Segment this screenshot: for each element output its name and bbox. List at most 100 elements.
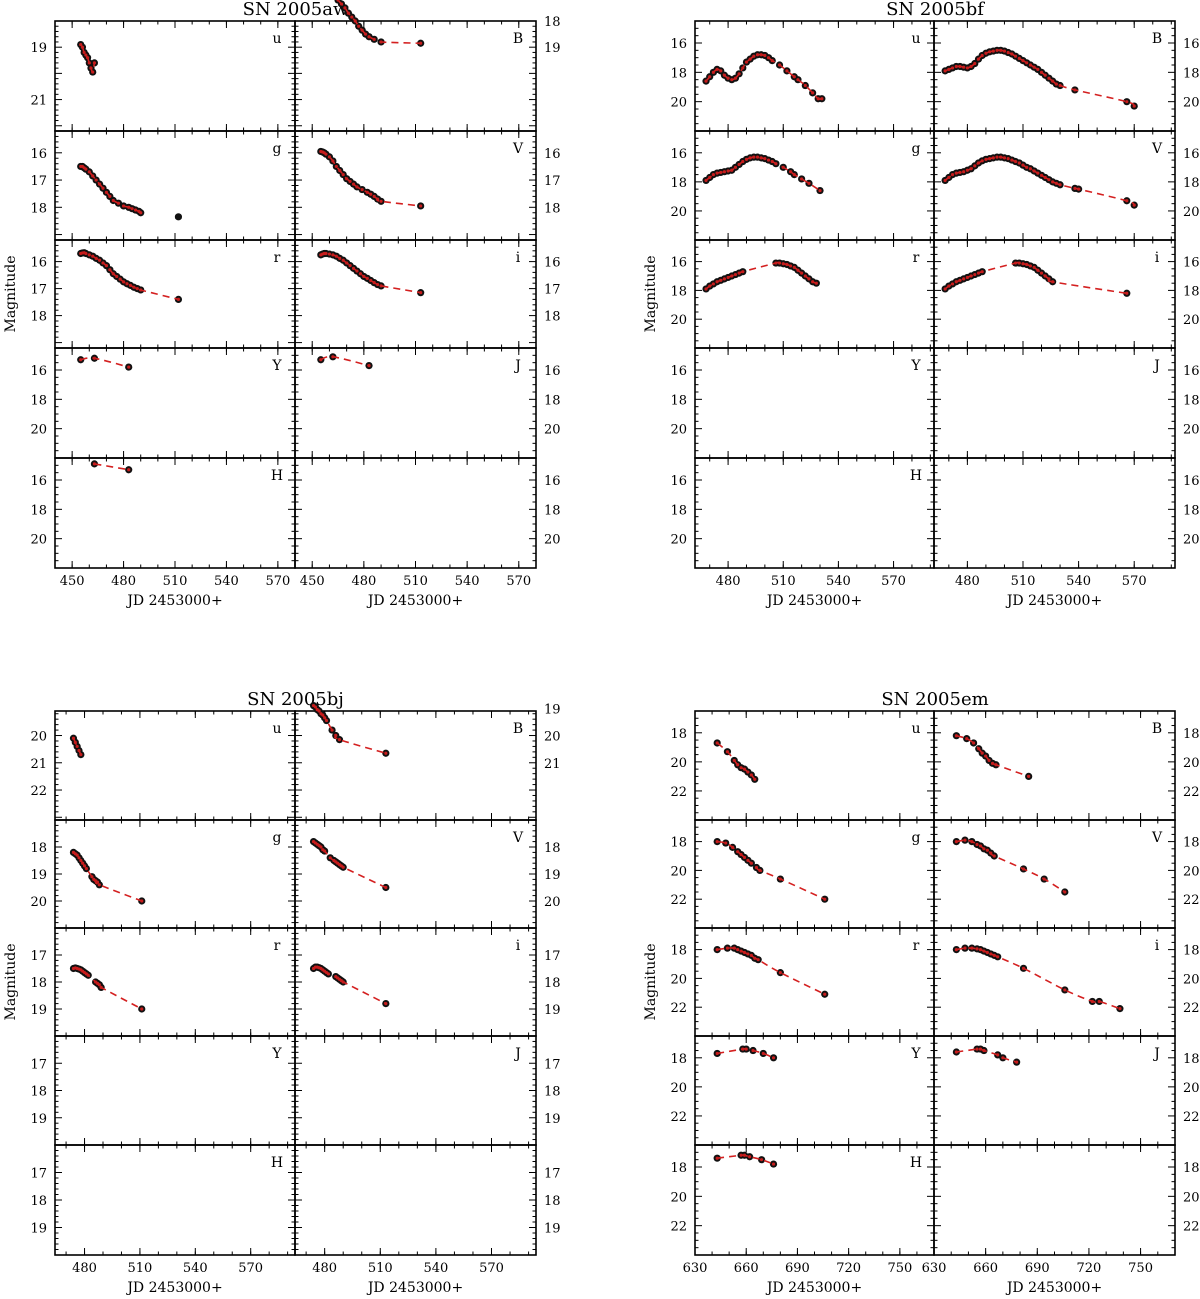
- band-label: B: [1152, 31, 1162, 47]
- fit-point-marker: [1032, 265, 1036, 269]
- fit-point-marker: [796, 78, 800, 82]
- y-axis-label: Magnitude: [643, 943, 659, 1020]
- fit-point-marker: [133, 208, 138, 212]
- x-tick-label: 660: [973, 1261, 998, 1276]
- panel-frame: [694, 1144, 935, 1256]
- fit-point-marker: [725, 946, 730, 950]
- data-point: [174, 213, 183, 221]
- fit-point-marker: [730, 845, 735, 849]
- fit-point-marker: [744, 60, 749, 64]
- y-tick-label-left: 21: [30, 94, 47, 109]
- y-tick-label-left: 18: [30, 976, 47, 991]
- sn-panel-block: SN 2005bj Magnitude u 20 21 22 B 19 20 21 g 18 19 20 V…: [3, 689, 561, 1296]
- fit-point-marker: [789, 170, 793, 174]
- y-tick-label-right: 20: [1183, 205, 1200, 220]
- y-tick-label-left: 16: [670, 256, 687, 271]
- fit-point-marker: [1021, 867, 1026, 871]
- sn-panel-block: SN 2005em Magnitude u 18 20 22 B 18 20 22 g 18 20 22 V…: [643, 689, 1200, 1296]
- fit-point-marker: [763, 157, 767, 161]
- panel-frame: [933, 239, 1176, 349]
- chart-title: SN 2005em: [881, 689, 988, 710]
- fit-point-marker: [984, 157, 988, 161]
- y-tick-label-left: 16: [670, 37, 687, 52]
- fit-point-marker: [759, 1158, 764, 1162]
- fit-point-marker: [988, 50, 992, 54]
- y-axis-label: Magnitude: [3, 943, 19, 1020]
- fit-point-marker: [992, 953, 996, 957]
- panel-frame: [54, 710, 296, 821]
- panel-frame: [694, 239, 935, 349]
- x-tick-label: 630: [922, 1261, 947, 1276]
- fit-point-marker: [346, 11, 350, 15]
- fit-point-marker: [763, 53, 767, 58]
- band-label: B: [1152, 721, 1162, 737]
- x-tick-label: 510: [771, 574, 796, 589]
- y-tick-label-right: 22: [1183, 1220, 1200, 1235]
- y-tick-label-right: 19: [544, 868, 561, 883]
- fit-point-marker: [357, 24, 361, 28]
- fit-curve: [717, 1154, 774, 1165]
- fit-point-marker: [1032, 65, 1036, 69]
- y-tick-label-right: 18: [1183, 836, 1200, 851]
- fit-point-marker: [982, 1048, 986, 1053]
- fit-point-marker: [140, 1007, 144, 1011]
- y-tick-label-left: 18: [670, 836, 687, 851]
- fit-point-marker: [991, 156, 995, 160]
- panel-frame: [54, 927, 296, 1037]
- band-label: r: [274, 250, 281, 266]
- fit-point-marker: [753, 777, 757, 781]
- y-tick-label-left: 18: [670, 66, 687, 81]
- y-tick-label-left: 16: [670, 147, 687, 162]
- fit-point-marker: [1013, 261, 1018, 265]
- fit-point-marker: [79, 858, 83, 863]
- fit-point-marker: [326, 972, 330, 976]
- band-label: i: [1155, 938, 1160, 954]
- fit-point-marker: [327, 252, 332, 256]
- y-tick-label-left: 21: [30, 757, 47, 772]
- fit-point-marker: [1073, 88, 1077, 92]
- panel-frame: [54, 130, 296, 241]
- panel-frame: [933, 347, 1176, 459]
- fit-point-marker: [761, 1051, 765, 1056]
- fit-point-marker: [715, 741, 719, 745]
- band-label: B: [513, 31, 523, 47]
- y-tick-label-right: 17: [544, 1057, 561, 1072]
- band-label: Y: [910, 1046, 921, 1062]
- fit-point-marker: [1125, 199, 1129, 203]
- fit-point-marker: [91, 174, 95, 178]
- fit-point-marker: [954, 734, 958, 738]
- fit-point-marker: [943, 178, 947, 183]
- band-label: g: [912, 141, 921, 157]
- fit-point-marker: [807, 277, 811, 281]
- fit-point-marker: [774, 162, 778, 166]
- fit-point-marker: [343, 6, 347, 10]
- y-tick-label-left: 16: [670, 364, 687, 379]
- fit-point-marker: [943, 287, 947, 291]
- y-tick-label-right: 16: [1183, 474, 1200, 489]
- fit-point-marker: [741, 1047, 745, 1051]
- y-tick-label-right: 16: [1183, 256, 1200, 271]
- fit-point-marker: [754, 865, 759, 870]
- band-label: V: [1151, 830, 1163, 846]
- y-tick-label-left: 22: [670, 1220, 687, 1235]
- chart-title: SN 2005bf: [886, 0, 985, 20]
- y-tick-label-right: 16: [544, 474, 561, 489]
- fit-point-marker: [792, 75, 796, 79]
- y-tick-label-right: 17: [544, 1167, 561, 1182]
- fit-point-marker: [323, 849, 327, 853]
- fit-point-marker: [980, 53, 984, 58]
- fit-point-marker: [739, 949, 743, 953]
- x-tick-label: 570: [479, 1261, 504, 1276]
- fit-point-marker: [739, 766, 743, 770]
- fit-point-marker: [1047, 76, 1051, 80]
- y-tick-label-right: 19: [544, 41, 561, 56]
- y-tick-label-left: 18: [670, 1052, 687, 1067]
- y-tick-label-left: 16: [30, 474, 47, 489]
- x-tick-label: 510: [403, 574, 428, 589]
- fit-point-marker: [341, 980, 345, 984]
- fit-point-marker: [711, 282, 715, 286]
- fit-point-marker: [755, 53, 760, 57]
- y-tick-label-right: 21: [544, 757, 561, 772]
- fit-point-marker: [94, 178, 98, 182]
- fit-point-marker: [1006, 157, 1010, 161]
